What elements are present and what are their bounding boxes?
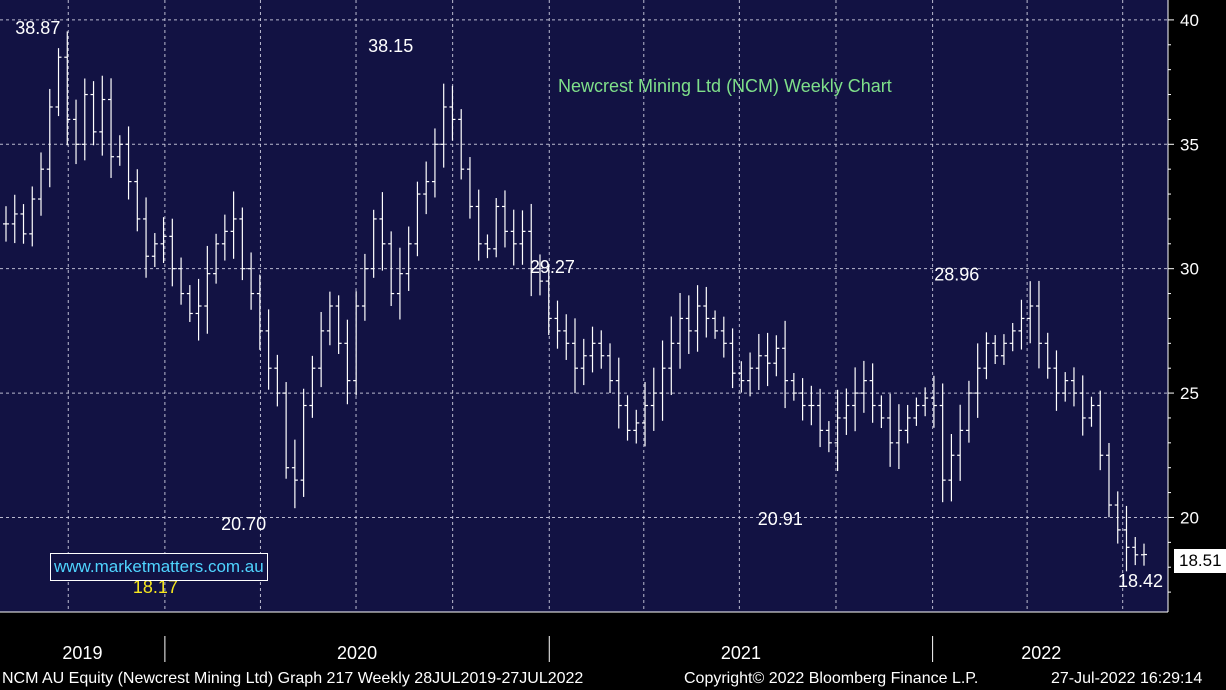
annotation-18-17: 18.17 <box>133 577 178 597</box>
annotation-28-96: 28.96 <box>934 265 979 285</box>
price-chart: 20 25 30 35 40 2019 2020 2021 2022 38.87 18.17 20… <box>0 0 1199 663</box>
footer-copyright: Copyright© 2022 Bloomberg Finance L.P. <box>684 670 979 687</box>
tick-label-y-25: 25 <box>1180 384 1199 403</box>
footer-bar: NCM AU Equity (Newcrest Mining Ltd) Grap… <box>0 667 1226 690</box>
tick-label-x-2020: 2020 <box>337 643 377 663</box>
plot-area <box>0 0 1168 612</box>
annotation-29-27: 29.27 <box>530 257 575 277</box>
annotation-38-15: 38.15 <box>368 36 413 56</box>
tick-label-y-35: 35 <box>1180 135 1199 154</box>
annotation-20-70: 20.70 <box>221 514 266 534</box>
website-link[interactable]: www.marketmatters.com.au <box>50 553 268 581</box>
tick-label-y-20: 20 <box>1180 508 1199 527</box>
last-price-badge: 18.51 <box>1174 549 1226 573</box>
chart-title: Newcrest Mining Ltd (NCM) Weekly Chart <box>558 76 892 96</box>
tick-label-x-2022: 2022 <box>1021 643 1061 663</box>
annotation-38-87: 38.87 <box>15 18 60 38</box>
tick-label-x-2019: 2019 <box>62 643 102 663</box>
tick-label-x-2021: 2021 <box>721 643 761 663</box>
tick-label-y-30: 30 <box>1180 260 1199 279</box>
footer-security: NCM AU Equity (Newcrest Mining Ltd) Grap… <box>2 670 584 687</box>
annotation-18-42: 18.42 <box>1118 571 1163 591</box>
tick-label-y-40: 40 <box>1180 11 1199 30</box>
annotation-20-91: 20.91 <box>758 509 803 529</box>
footer-timestamp: 27-Jul-2022 16:29:14 <box>1051 670 1203 687</box>
